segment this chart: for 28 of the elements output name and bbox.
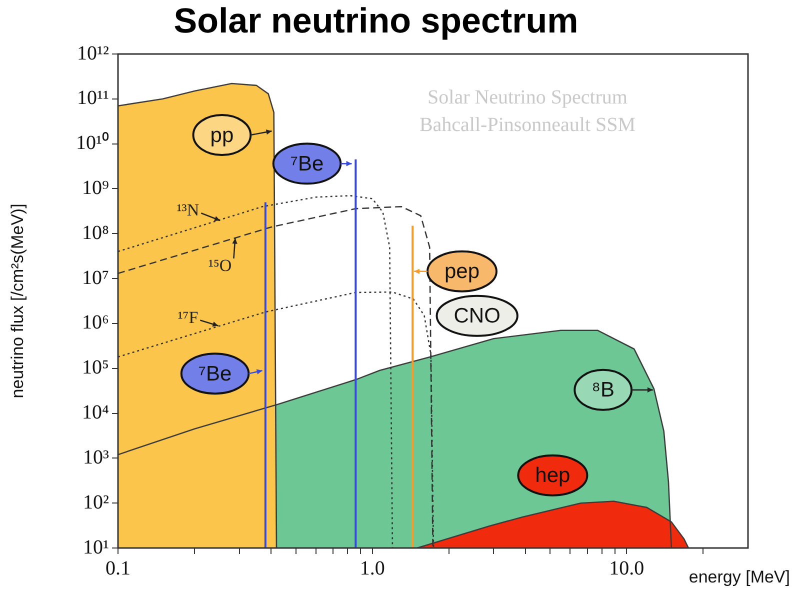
y-tick-label: 10¹ <box>83 536 109 558</box>
y-tick-label: 10⁶ <box>82 312 110 334</box>
y-tick-label: 10³ <box>83 446 109 468</box>
series-label: pep <box>444 260 480 284</box>
series-label: ⁸B <box>592 378 615 402</box>
y-tick-label: 10⁹ <box>82 176 110 199</box>
series-label: hep <box>535 464 570 488</box>
y-tick-label: 10¹² <box>77 42 109 64</box>
x-tick-label: 10.0 <box>609 557 644 580</box>
y-tick-label: 10⁷ <box>82 266 110 289</box>
chart-title: Solar neutrino spectrum <box>174 2 578 41</box>
series-label: ¹⁵O <box>208 256 232 275</box>
y-axis-title: neutrino flux [/cm²s(MeV)] <box>8 204 27 398</box>
y-tick-label: 10¹⁰ <box>76 131 109 154</box>
legend-label: ⁷Be <box>290 152 324 176</box>
y-tick-label: 10⁴ <box>82 402 110 424</box>
x-tick-label: 1.0 <box>360 557 385 580</box>
annotation: CNO <box>454 304 500 328</box>
y-tick-label: 10⁸ <box>82 222 110 244</box>
x-axis-title: energy [MeV] <box>688 568 790 587</box>
series-label: ¹³N <box>176 200 200 220</box>
x-tick-label: 0.1 <box>106 557 130 580</box>
series-label: pp <box>210 124 234 147</box>
series-label: ¹⁷F <box>178 308 198 327</box>
legend-label: ⁷Be <box>198 362 232 386</box>
y-tick-label: 10⁵ <box>82 356 109 379</box>
y-tick-label: 10¹¹ <box>77 87 109 110</box>
y-tick-label: 10² <box>83 491 109 514</box>
